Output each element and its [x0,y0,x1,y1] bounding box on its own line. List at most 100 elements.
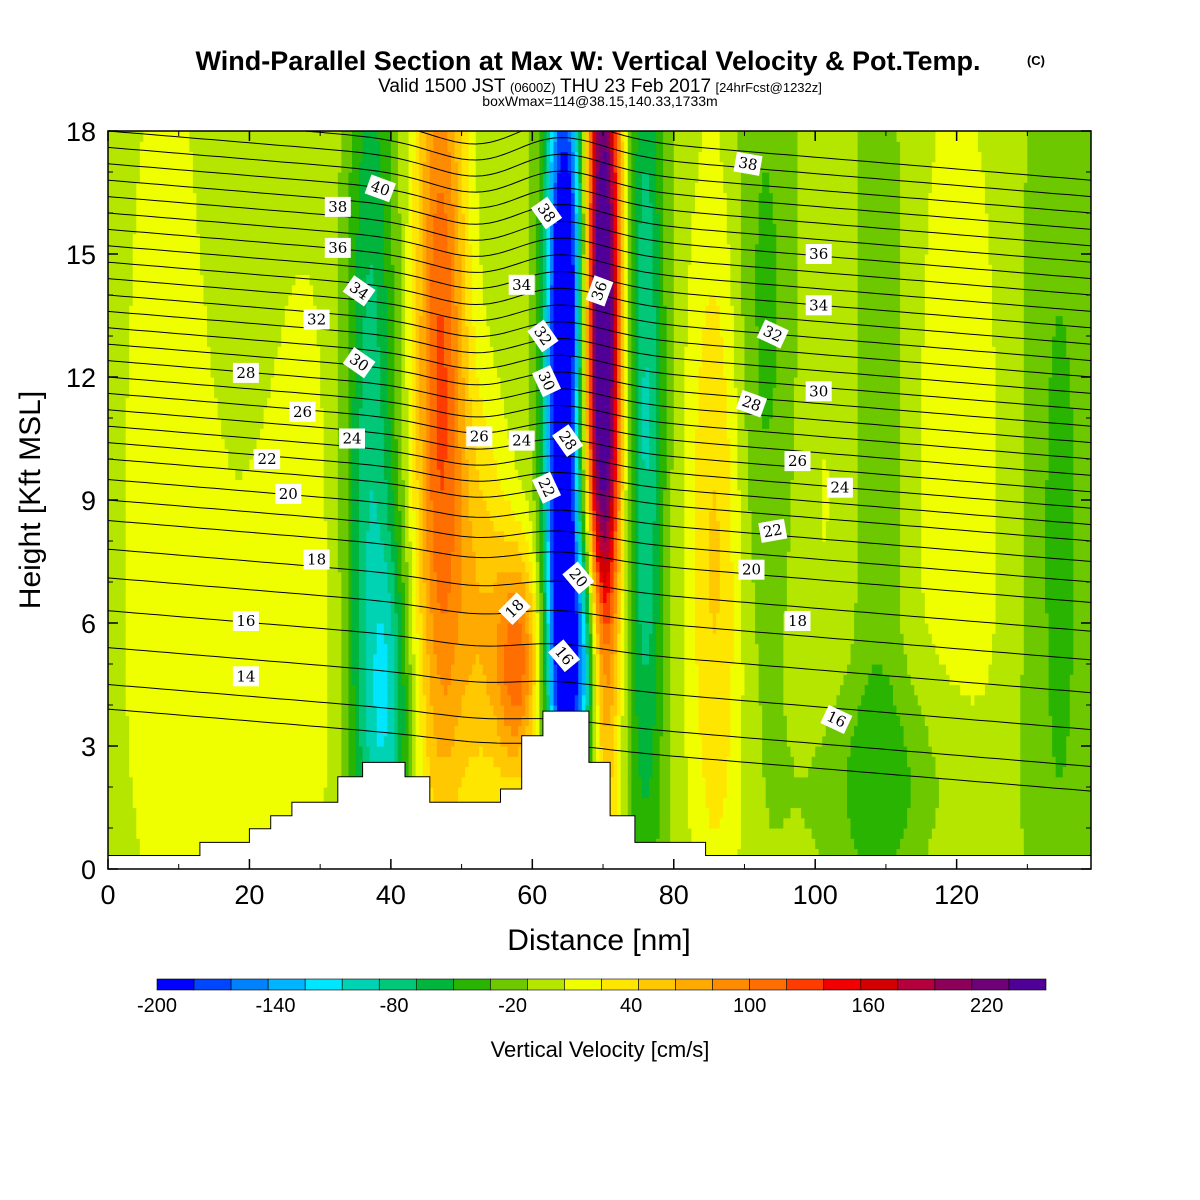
velocity-cell [168,725,173,737]
velocity-cell [309,469,314,481]
velocity-cell [288,366,293,378]
velocity-cell [267,213,272,224]
velocity-cell [111,202,116,214]
velocity-cell [108,694,113,706]
velocity-cell [221,674,226,686]
velocity-cell [302,202,307,214]
velocity-cell [182,510,187,522]
velocity-cell [323,776,328,788]
velocity-cell [235,141,240,153]
velocity-cell [231,223,236,235]
velocity-cell [217,817,222,829]
velocity-cell [111,756,116,768]
velocity-cell [143,366,148,378]
velocity-cell [263,623,268,634]
velocity-cell [171,284,176,296]
velocity-cell [139,541,144,552]
velocity-cell [281,223,286,235]
velocity-cell [192,284,197,296]
velocity-cell [129,633,134,645]
velocity-cell [125,551,130,563]
velocity-cell [118,510,123,522]
velocity-cell [210,520,215,532]
velocity-cell [118,602,123,614]
velocity-cell [111,223,116,235]
velocity-cell [146,182,152,194]
velocity-cell [235,643,240,655]
velocity-cell [203,428,208,440]
velocity-cell [192,131,197,142]
velocity-cell [125,284,130,296]
velocity-cell [302,233,307,245]
velocity-cell [171,438,176,450]
velocity-cell [288,705,293,716]
velocity-cell [136,346,141,358]
velocity-cell [291,264,297,276]
velocity-cell [256,602,261,614]
velocity-cell [334,356,339,368]
velocity-cell [252,428,258,440]
velocity-cell [274,325,279,337]
velocity-cell [302,141,307,153]
velocity-cell [320,407,325,419]
velocity-cell [189,325,194,337]
velocity-cell [235,202,240,214]
velocity-cell [263,664,268,675]
velocity-cell [196,325,201,337]
velocity-cell [270,151,275,163]
velocity-cell [178,612,183,624]
velocity-cell [132,315,137,327]
velocity-cell [178,264,183,276]
velocity-cell [196,674,201,686]
velocity-cell [238,428,243,440]
velocity-cell [168,438,173,450]
velocity-cell [118,202,123,214]
velocity-cell [150,202,155,214]
velocity-cell [337,623,342,634]
velocity-cell [298,551,304,563]
velocity-cell [189,274,194,286]
velocity-cell [235,828,240,839]
velocity-cell [125,233,130,245]
velocity-cell [125,459,130,470]
velocity-cell [284,151,289,163]
velocity-cell [217,828,222,839]
velocity-cell [221,551,226,563]
velocity-cell [153,469,159,481]
velocity-cell [267,161,272,173]
velocity-cell [252,797,258,809]
velocity-cell [118,325,123,337]
velocity-cell [316,172,321,183]
velocity-cell [214,715,219,727]
velocity-cell [175,387,180,399]
velocity-cell [185,469,190,481]
velocity-cell [146,664,152,675]
velocity-cell [256,172,261,183]
velocity-cell [182,346,187,358]
velocity-cell [235,561,240,573]
velocity-cell [252,336,258,347]
velocity-cell [203,571,208,583]
velocity-cell [132,295,137,306]
velocity-cell [316,131,321,142]
velocity-cell [291,776,297,788]
velocity-cell [108,602,113,614]
velocity-cell [153,705,159,716]
velocity-cell [157,151,162,163]
velocity-cell [210,223,215,235]
velocity-cell [157,817,162,829]
velocity-cell [224,592,229,604]
velocity-cell [224,643,229,655]
velocity-cell [196,131,201,142]
velocity-cell [228,274,233,286]
velocity-cell [146,510,152,522]
velocity-cell [260,161,265,173]
velocity-cell [168,838,173,850]
velocity-cell [235,315,240,327]
velocity-cell [192,407,197,419]
velocity-cell [196,705,201,716]
velocity-cell [291,202,297,214]
velocity-cell [284,254,289,265]
velocity-cell [108,817,113,829]
velocity-cell [284,295,289,306]
